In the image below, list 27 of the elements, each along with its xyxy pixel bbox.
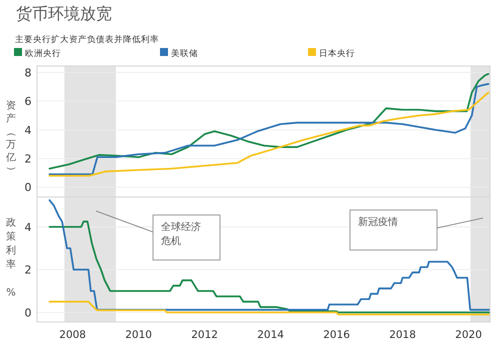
chart-subtitle: 主要央行扩大资产负债表并降低利率 bbox=[15, 34, 159, 45]
y-tick-label: 4 bbox=[24, 124, 32, 137]
y-tick-label: 0 bbox=[24, 306, 32, 320]
x-tick-label: 2010 bbox=[125, 329, 152, 341]
x-tick-label: 2012 bbox=[191, 329, 218, 341]
line-series bbox=[48, 199, 490, 311]
y-tick-label: 0 bbox=[24, 181, 32, 194]
x-tick-label: 2014 bbox=[257, 329, 284, 341]
y-tick-label: 2 bbox=[24, 264, 32, 277]
line-series bbox=[48, 72, 490, 170]
y-tick-label: 8 bbox=[24, 66, 32, 80]
legend-label: 日本央行 bbox=[319, 48, 355, 59]
chart-title: 货币环境放宽 bbox=[16, 4, 112, 23]
text: 政策利率 % bbox=[6, 218, 16, 298]
y-tick-label: 6 bbox=[24, 95, 32, 108]
x-tick-label: 2016 bbox=[323, 329, 350, 341]
x-tick-label: 2008 bbox=[59, 329, 86, 341]
x-tick-label: 2020 bbox=[455, 329, 482, 341]
y-tick-label: 4 bbox=[24, 220, 32, 234]
y-axis-title: 资产（万亿） bbox=[5, 100, 16, 176]
annotation: 新冠疫情 bbox=[358, 216, 398, 228]
legend-label: 欧洲央行 bbox=[25, 48, 61, 59]
x-tick-label: 2018 bbox=[389, 329, 416, 341]
line-series bbox=[48, 300, 490, 316]
y-tick-label: 2 bbox=[24, 152, 32, 166]
annotation: 全球经济危机 bbox=[161, 221, 201, 247]
legend-label: 美联储 bbox=[171, 48, 198, 59]
